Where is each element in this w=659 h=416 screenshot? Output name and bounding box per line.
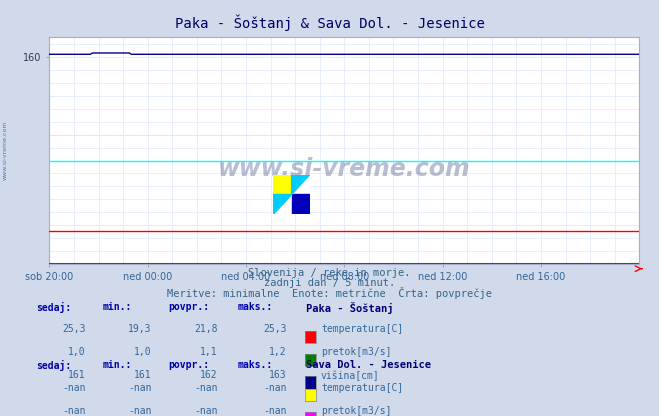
Text: zadnji dan / 5 minut.: zadnji dan / 5 minut. [264, 278, 395, 288]
Text: Paka - Šoštanj: Paka - Šoštanj [306, 302, 394, 314]
Text: 21,8: 21,8 [194, 324, 217, 334]
Text: temperatura[C]: temperatura[C] [321, 383, 403, 393]
Text: 25,3: 25,3 [263, 324, 287, 334]
Text: 1,0: 1,0 [68, 347, 86, 357]
Text: -nan: -nan [263, 383, 287, 393]
Bar [273, 175, 291, 195]
Text: višina[cm]: višina[cm] [321, 370, 380, 381]
Text: 161: 161 [68, 370, 86, 380]
Text: -nan: -nan [128, 406, 152, 416]
Text: 1,1: 1,1 [200, 347, 217, 357]
Polygon shape [273, 195, 291, 214]
Text: pretok[m3/s]: pretok[m3/s] [321, 406, 391, 416]
Text: Slovenija / reke in morje.: Slovenija / reke in morje. [248, 268, 411, 278]
Text: temperatura[C]: temperatura[C] [321, 324, 403, 334]
Text: povpr.:: povpr.: [168, 360, 209, 370]
Text: Paka - Šoštanj & Sava Dol. - Jesenice: Paka - Šoštanj & Sava Dol. - Jesenice [175, 15, 484, 31]
Text: maks.:: maks.: [237, 360, 272, 370]
Text: -nan: -nan [62, 383, 86, 393]
Text: -nan: -nan [263, 406, 287, 416]
Text: 161: 161 [134, 370, 152, 380]
Text: www.si-vreme.com: www.si-vreme.com [218, 157, 471, 181]
Text: -nan: -nan [62, 406, 86, 416]
Text: min.:: min.: [102, 302, 132, 312]
Text: 162: 162 [200, 370, 217, 380]
Text: sedaj:: sedaj: [36, 360, 71, 371]
Text: 1,2: 1,2 [269, 347, 287, 357]
Text: maks.:: maks.: [237, 302, 272, 312]
Text: -nan: -nan [194, 383, 217, 393]
Text: -nan: -nan [194, 406, 217, 416]
Text: 19,3: 19,3 [128, 324, 152, 334]
Text: povpr.:: povpr.: [168, 302, 209, 312]
Bar [291, 195, 310, 214]
Text: min.:: min.: [102, 360, 132, 370]
Text: 163: 163 [269, 370, 287, 380]
Text: sedaj:: sedaj: [36, 302, 71, 313]
Text: 25,3: 25,3 [62, 324, 86, 334]
Text: Meritve: minimalne  Enote: metrične  Črta: povprečje: Meritve: minimalne Enote: metrične Črta:… [167, 287, 492, 300]
Text: Sava Dol. - Jesenice: Sava Dol. - Jesenice [306, 360, 432, 370]
Text: pretok[m3/s]: pretok[m3/s] [321, 347, 391, 357]
Polygon shape [291, 175, 310, 195]
Text: 1,0: 1,0 [134, 347, 152, 357]
Text: www.si-vreme.com: www.si-vreme.com [3, 120, 8, 180]
Text: -nan: -nan [128, 383, 152, 393]
